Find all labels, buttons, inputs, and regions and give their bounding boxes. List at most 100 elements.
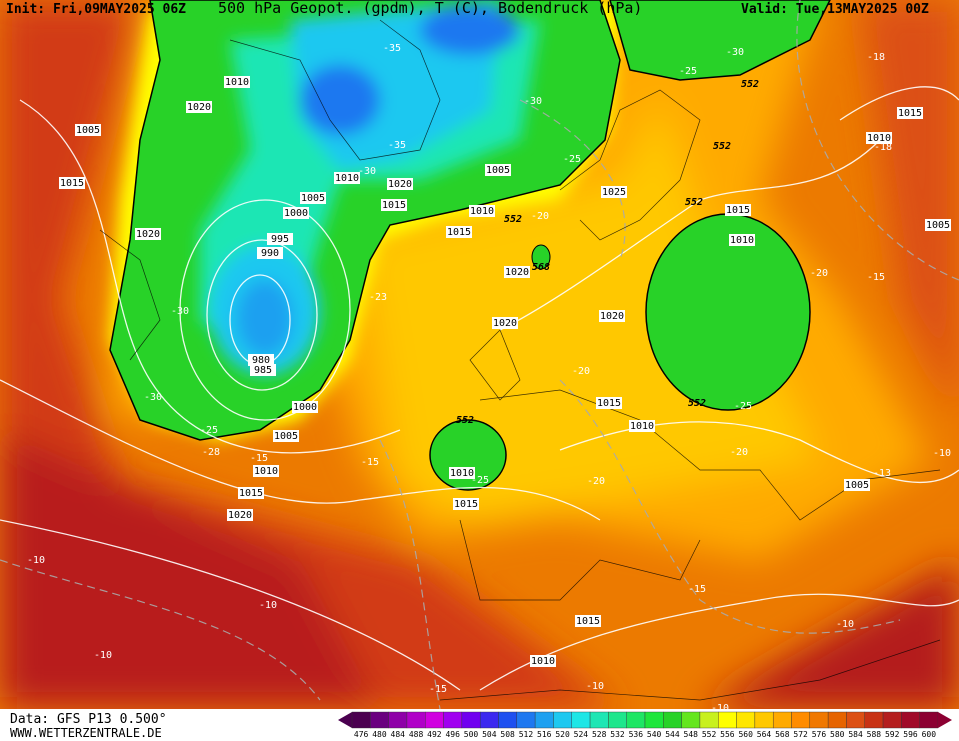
pressure-label-bg bbox=[866, 132, 892, 144]
scale-label: 500 bbox=[464, 730, 479, 739]
scale-swatch bbox=[534, 711, 554, 729]
map-field bbox=[0, 0, 959, 709]
scale-label: 552 bbox=[702, 730, 717, 739]
pressure-label-bg bbox=[300, 192, 326, 204]
temperature-label: -25 bbox=[471, 475, 489, 486]
scale-label: 536 bbox=[629, 730, 644, 739]
pressure-label-bg bbox=[469, 205, 495, 217]
pressure-label-bg bbox=[446, 226, 472, 238]
scale-label: 588 bbox=[867, 730, 882, 739]
pressure-label: 1020 bbox=[136, 229, 160, 240]
scale-label: 584 bbox=[848, 730, 863, 739]
scale-label: 540 bbox=[647, 730, 662, 739]
pressure-label: 1015 bbox=[597, 398, 621, 409]
scale-swatch bbox=[461, 711, 481, 729]
pressure-label-bg bbox=[292, 401, 318, 413]
scale-swatch bbox=[388, 711, 408, 729]
data-source: Data: GFS P13 0.500° bbox=[10, 712, 167, 727]
scale-arrow-right bbox=[938, 712, 952, 728]
pressure-label-bg bbox=[381, 199, 407, 211]
temperature-label: -30 bbox=[726, 47, 744, 58]
pressure-label-bg bbox=[186, 101, 212, 113]
scale-label: 516 bbox=[537, 730, 552, 739]
scale-label: 492 bbox=[427, 730, 442, 739]
scale-swatch bbox=[553, 711, 572, 729]
temperature-label: -18 bbox=[874, 142, 892, 153]
temperature-label: -15 bbox=[361, 457, 379, 468]
pressure-label: 1010 bbox=[470, 206, 494, 217]
pressure-label: 1015 bbox=[447, 227, 471, 238]
pressure-label-bg bbox=[492, 317, 518, 329]
scale-swatch bbox=[699, 711, 719, 729]
scale-swatch bbox=[571, 711, 591, 729]
temperature-label: -35 bbox=[388, 140, 406, 151]
scale-label: 480 bbox=[372, 730, 387, 739]
init-time: Init: Fri,09MAY2025 06Z bbox=[6, 2, 186, 17]
scale-label: 532 bbox=[610, 730, 625, 739]
temperature-label: -15 bbox=[250, 453, 268, 464]
scale-swatch bbox=[498, 711, 518, 729]
pressure-label-bg bbox=[897, 107, 923, 119]
geopotential-label: 552 bbox=[456, 415, 474, 426]
scale-label: 508 bbox=[500, 730, 515, 739]
temperature-label: -15 bbox=[688, 584, 706, 595]
pressure-label: 1005 bbox=[301, 193, 325, 204]
temperature-label: -20 bbox=[730, 447, 748, 458]
temperature-label: -20 bbox=[531, 211, 549, 222]
pressure-label: 1015 bbox=[454, 499, 478, 510]
pressure-label: 990 bbox=[261, 248, 279, 259]
map-title: 500 hPa Geopot. (gpdm), T (C), Bodendruc… bbox=[218, 0, 642, 17]
temperature-label: -13 bbox=[873, 468, 891, 479]
temperature-label: -20 bbox=[587, 476, 605, 487]
pressure-label-bg bbox=[238, 487, 264, 499]
pressure-label-bg bbox=[725, 204, 751, 216]
geopotential-label: 568 bbox=[532, 262, 550, 273]
pressure-label: 1005 bbox=[926, 220, 950, 231]
scale-swatch bbox=[608, 711, 627, 729]
pressure-label: 1025 bbox=[602, 187, 626, 198]
pressure-label: 1020 bbox=[228, 510, 252, 521]
pressure-label-bg bbox=[844, 479, 870, 491]
scale-swatch bbox=[864, 711, 884, 729]
geopotential-label: 552 bbox=[685, 197, 703, 208]
scale-swatch bbox=[718, 711, 737, 729]
pressure-label: 1020 bbox=[388, 179, 412, 190]
pressure-label-bg bbox=[575, 615, 601, 627]
temperature-label: -30 bbox=[524, 96, 542, 107]
pressure-label: 1015 bbox=[726, 205, 750, 216]
scale-swatch bbox=[736, 711, 756, 729]
pressure-label-bg bbox=[387, 178, 413, 190]
pressure-label-bg bbox=[75, 124, 101, 136]
pressure-label: 1010 bbox=[450, 468, 474, 479]
temperature-label: -10 bbox=[586, 681, 604, 692]
scale-label: 556 bbox=[720, 730, 735, 739]
pressure-label-bg bbox=[224, 76, 250, 88]
pressure-label-bg bbox=[135, 228, 161, 240]
pressure-label: 1010 bbox=[867, 133, 891, 144]
geopotential-label: 552 bbox=[504, 214, 522, 225]
scale-label: 488 bbox=[409, 730, 424, 739]
valid-time: Valid: Tue,13MAY2025 00Z bbox=[741, 2, 929, 17]
pressure-label-bg bbox=[599, 310, 625, 322]
pressure-label-bg bbox=[250, 364, 276, 376]
temperature-label: -15 bbox=[429, 684, 447, 695]
scale-swatch bbox=[772, 711, 792, 729]
pressure-label: 1005 bbox=[845, 480, 869, 491]
scale-swatch bbox=[370, 711, 389, 729]
scale-swatch bbox=[754, 711, 774, 729]
pressure-label-bg bbox=[248, 354, 274, 366]
scale-label: 596 bbox=[903, 730, 918, 739]
pressure-label-bg bbox=[334, 172, 360, 184]
scale-label: 524 bbox=[574, 730, 589, 739]
scale-swatch bbox=[479, 711, 499, 729]
scale-label: 592 bbox=[885, 730, 900, 739]
pressure-label: 1020 bbox=[187, 102, 211, 113]
scale-label: 496 bbox=[445, 730, 460, 739]
scale-label: 580 bbox=[830, 730, 845, 739]
pressure-label-bg bbox=[227, 509, 253, 521]
pressure-label-bg bbox=[629, 420, 655, 432]
pressure-label-bg bbox=[601, 186, 627, 198]
pressure-label: 1015 bbox=[239, 488, 263, 499]
site-url: WWW.WETTERZENTRALE.DE bbox=[10, 726, 162, 740]
